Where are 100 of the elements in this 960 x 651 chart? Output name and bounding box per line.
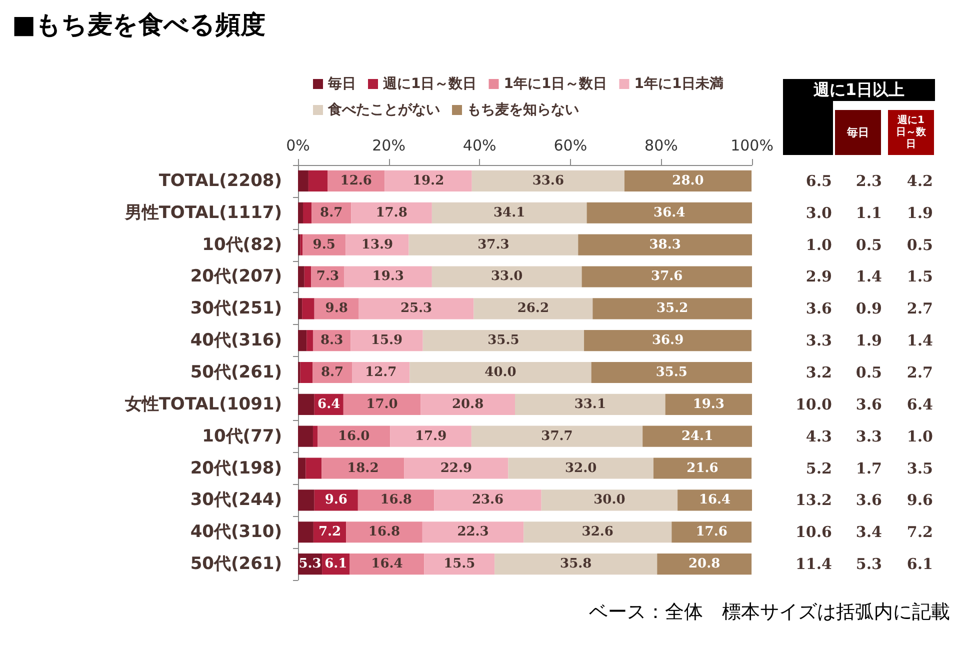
y-tick-label: 40代(316) — [190, 330, 282, 351]
data-label: 40.0 — [484, 365, 516, 380]
bar — [642, 426, 752, 447]
text: 2.9 — [806, 268, 832, 286]
data-label: 20.8 — [688, 556, 720, 572]
bar — [306, 458, 322, 479]
data-label: 34.1 — [494, 205, 526, 220]
data-label: 37.7 — [541, 428, 573, 444]
text: 1.4 — [906, 332, 933, 350]
bar — [422, 522, 524, 543]
bar — [298, 298, 302, 320]
text: 0.5 — [906, 236, 933, 254]
data-label: 32.6 — [582, 524, 614, 540]
data-label: 37.3 — [478, 237, 510, 252]
data-label: 33.1 — [574, 396, 606, 412]
text: 3.6 — [856, 395, 882, 414]
bar — [657, 554, 752, 575]
data-label: 30.0 — [594, 492, 626, 508]
bar — [298, 202, 303, 224]
text: 13.2 — [795, 491, 832, 510]
text: 1.9 — [906, 204, 933, 222]
data-label: 19.2 — [412, 173, 444, 188]
bar — [390, 426, 472, 447]
y-tick-label: 30代(251) — [190, 298, 282, 319]
text: 4.2 — [906, 172, 933, 190]
data-label: 36.9 — [652, 333, 684, 348]
y-tick-label: 40代(310) — [190, 522, 282, 542]
data-label: 23.6 — [472, 492, 504, 508]
text: 3.5 — [906, 459, 933, 478]
bar — [432, 266, 582, 288]
text: 0.5 — [856, 364, 882, 382]
text: 6.1 — [906, 555, 933, 574]
data-label: 6.4 — [318, 396, 340, 412]
y-tick-label: 10代(77) — [202, 426, 282, 446]
bar — [306, 330, 313, 352]
bar — [665, 394, 752, 415]
data-label: 16.8 — [380, 492, 412, 508]
data-label: 6.1 — [324, 556, 348, 572]
bar — [298, 458, 306, 479]
y-tick-label: 50代(261) — [190, 554, 282, 574]
bar — [432, 202, 587, 224]
text: ベース：全体 標本サイズは括弧内に記載 — [589, 601, 950, 623]
bar — [494, 554, 658, 575]
bar — [420, 394, 516, 415]
bar — [298, 330, 307, 352]
data-label: 7.2 — [318, 524, 342, 540]
bar — [350, 330, 423, 352]
bar — [350, 554, 424, 575]
legend-label: 1年に1日未満 — [634, 76, 724, 92]
chart-title: ■もち麦を食べる頻度 — [12, 10, 266, 39]
bar — [298, 170, 308, 192]
y-tick-label: 男性TOTAL(1117) — [124, 202, 282, 223]
text: 週に1日以上 — [783, 79, 935, 101]
bar — [298, 266, 304, 288]
bar — [298, 394, 314, 415]
bar — [524, 522, 672, 543]
x-tick-label: 20% — [372, 136, 406, 154]
text: 1.1 — [856, 204, 882, 222]
bar — [298, 426, 313, 447]
y-tick-label: 10代(82) — [202, 234, 282, 255]
text: 0.9 — [856, 300, 882, 318]
text: 4.3 — [806, 427, 832, 446]
data-label: 20.8 — [452, 396, 484, 412]
data-label: 9.5 — [312, 237, 336, 252]
bar — [322, 458, 404, 479]
x-tick-label: 40% — [462, 136, 496, 154]
text: 6.4 — [906, 395, 933, 414]
text: 3.6 — [806, 300, 832, 318]
data-label: 17.0 — [366, 396, 398, 412]
bar — [471, 426, 643, 447]
bar — [298, 522, 314, 543]
bar — [584, 330, 752, 352]
data-label: 36.4 — [654, 205, 686, 220]
text: 0.5 — [856, 236, 882, 254]
text: 5.3 — [856, 555, 882, 574]
bar — [410, 362, 592, 384]
bar — [591, 362, 752, 384]
bar — [302, 298, 314, 320]
text: 1.4 — [856, 268, 882, 286]
bar — [358, 298, 474, 320]
legend-label: もち麦を知らない — [467, 102, 579, 118]
data-label: 18.2 — [347, 460, 379, 476]
data-label: 17.9 — [414, 428, 447, 444]
legend-label: 食べたことがない — [327, 102, 440, 118]
text: 3.3 — [806, 332, 832, 350]
bar — [624, 170, 752, 192]
legend-label: 毎日 — [327, 76, 356, 92]
text: 3.3 — [856, 427, 882, 446]
bar — [422, 330, 584, 352]
bar — [308, 170, 328, 192]
text: 3.4 — [856, 523, 882, 542]
bar — [541, 490, 678, 511]
data-label: 5.3 — [298, 556, 322, 572]
bar — [578, 234, 752, 256]
bar — [424, 554, 495, 575]
data-label: 25.3 — [400, 301, 432, 316]
data-label: 15.9 — [370, 333, 403, 348]
bar — [304, 266, 312, 288]
x-tick-label: 80% — [644, 136, 678, 154]
bar — [515, 394, 666, 415]
